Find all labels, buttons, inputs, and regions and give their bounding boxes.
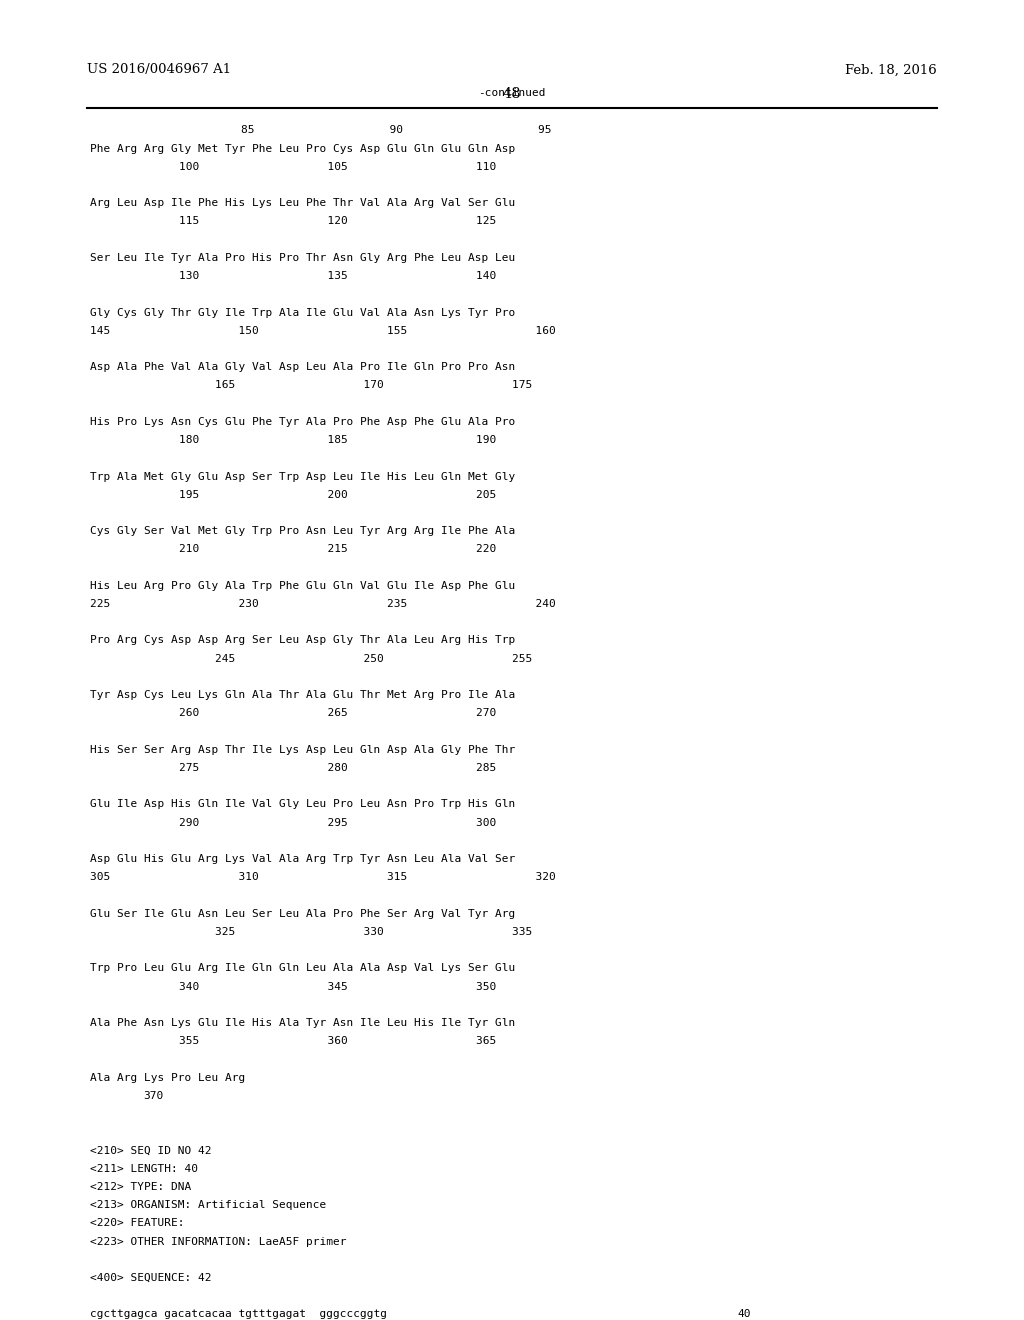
Text: Asp Glu His Glu Arg Lys Val Ala Arg Trp Tyr Asn Leu Ala Val Ser: Asp Glu His Glu Arg Lys Val Ala Arg Trp …: [90, 854, 515, 865]
Text: 210                   215                   220: 210 215 220: [179, 544, 497, 554]
Text: Glu Ser Ile Glu Asn Leu Ser Leu Ala Pro Phe Ser Arg Val Tyr Arg: Glu Ser Ile Glu Asn Leu Ser Leu Ala Pro …: [90, 908, 515, 919]
Text: 145                   150                   155                   160: 145 150 155 160: [90, 326, 556, 335]
Text: 260                   265                   270: 260 265 270: [179, 709, 497, 718]
Text: 370: 370: [143, 1090, 164, 1101]
Text: Gly Cys Gly Thr Gly Ile Trp Ala Ile Glu Val Ala Asn Lys Tyr Pro: Gly Cys Gly Thr Gly Ile Trp Ala Ile Glu …: [90, 308, 515, 318]
Text: <220> FEATURE:: <220> FEATURE:: [90, 1218, 184, 1229]
Text: 195                   200                   205: 195 200 205: [179, 490, 497, 500]
Text: 40: 40: [737, 1309, 751, 1320]
Text: <212> TYPE: DNA: <212> TYPE: DNA: [90, 1181, 191, 1192]
Text: Glu Ile Asp His Gln Ile Val Gly Leu Pro Leu Asn Pro Trp His Gln: Glu Ile Asp His Gln Ile Val Gly Leu Pro …: [90, 800, 515, 809]
Text: 245                   250                   255: 245 250 255: [215, 653, 532, 664]
Text: 115                   120                   125: 115 120 125: [179, 216, 497, 227]
Text: Cys Gly Ser Val Met Gly Trp Pro Asn Leu Tyr Arg Arg Ile Phe Ala: Cys Gly Ser Val Met Gly Trp Pro Asn Leu …: [90, 527, 515, 536]
Text: <223> OTHER INFORMATION: LaeA5F primer: <223> OTHER INFORMATION: LaeA5F primer: [90, 1237, 346, 1246]
Text: <211> LENGTH: 40: <211> LENGTH: 40: [90, 1164, 198, 1173]
Text: Asp Ala Phe Val Ala Gly Val Asp Leu Ala Pro Ile Gln Pro Pro Asn: Asp Ala Phe Val Ala Gly Val Asp Leu Ala …: [90, 362, 515, 372]
Text: Ala Phe Asn Lys Glu Ile His Ala Tyr Asn Ile Leu His Ile Tyr Gln: Ala Phe Asn Lys Glu Ile His Ala Tyr Asn …: [90, 1018, 515, 1028]
Text: <213> ORGANISM: Artificial Sequence: <213> ORGANISM: Artificial Sequence: [90, 1200, 327, 1210]
Text: 275                   280                   285: 275 280 285: [179, 763, 497, 774]
Text: 355                   360                   365: 355 360 365: [179, 1036, 497, 1047]
Text: 165                   170                   175: 165 170 175: [215, 380, 532, 391]
Text: Trp Pro Leu Glu Arg Ile Gln Gln Leu Ala Ala Asp Val Lys Ser Glu: Trp Pro Leu Glu Arg Ile Gln Gln Leu Ala …: [90, 964, 515, 973]
Text: <210> SEQ ID NO 42: <210> SEQ ID NO 42: [90, 1146, 212, 1155]
Text: Arg Leu Asp Ile Phe His Lys Leu Phe Thr Val Ala Arg Val Ser Glu: Arg Leu Asp Ile Phe His Lys Leu Phe Thr …: [90, 198, 515, 209]
Text: 340                   345                   350: 340 345 350: [179, 982, 497, 991]
Text: -continued: -continued: [478, 87, 546, 98]
Text: Ala Arg Lys Pro Leu Arg: Ala Arg Lys Pro Leu Arg: [90, 1073, 246, 1082]
Text: 290                   295                   300: 290 295 300: [179, 817, 497, 828]
Text: 130                   135                   140: 130 135 140: [179, 271, 497, 281]
Text: 85                    90                    95: 85 90 95: [241, 125, 551, 136]
Text: 48: 48: [503, 87, 521, 102]
Text: US 2016/0046967 A1: US 2016/0046967 A1: [87, 63, 231, 77]
Text: Phe Arg Arg Gly Met Tyr Phe Leu Pro Cys Asp Glu Gln Glu Gln Asp: Phe Arg Arg Gly Met Tyr Phe Leu Pro Cys …: [90, 144, 515, 153]
Text: <400> SEQUENCE: 42: <400> SEQUENCE: 42: [90, 1272, 212, 1283]
Text: cgcttgagca gacatcacaa tgtttgagat  gggcccggtg: cgcttgagca gacatcacaa tgtttgagat gggcccg…: [90, 1309, 387, 1320]
Text: Feb. 18, 2016: Feb. 18, 2016: [845, 63, 937, 77]
Text: Ser Leu Ile Tyr Ala Pro His Pro Thr Asn Gly Arg Phe Leu Asp Leu: Ser Leu Ile Tyr Ala Pro His Pro Thr Asn …: [90, 253, 515, 263]
Text: His Leu Arg Pro Gly Ala Trp Phe Glu Gln Val Glu Ile Asp Phe Glu: His Leu Arg Pro Gly Ala Trp Phe Glu Gln …: [90, 581, 515, 591]
Text: 325                   330                   335: 325 330 335: [215, 927, 532, 937]
Text: Tyr Asp Cys Leu Lys Gln Ala Thr Ala Glu Thr Met Arg Pro Ile Ala: Tyr Asp Cys Leu Lys Gln Ala Thr Ala Glu …: [90, 690, 515, 700]
Text: 305                   310                   315                   320: 305 310 315 320: [90, 873, 556, 882]
Text: 225                   230                   235                   240: 225 230 235 240: [90, 599, 556, 609]
Text: Trp Ala Met Gly Glu Asp Ser Trp Asp Leu Ile His Leu Gln Met Gly: Trp Ala Met Gly Glu Asp Ser Trp Asp Leu …: [90, 471, 515, 482]
Text: 180                   185                   190: 180 185 190: [179, 436, 497, 445]
Text: Pro Arg Cys Asp Asp Arg Ser Leu Asp Gly Thr Ala Leu Arg His Trp: Pro Arg Cys Asp Asp Arg Ser Leu Asp Gly …: [90, 635, 515, 645]
Text: His Pro Lys Asn Cys Glu Phe Tyr Ala Pro Phe Asp Phe Glu Ala Pro: His Pro Lys Asn Cys Glu Phe Tyr Ala Pro …: [90, 417, 515, 426]
Text: His Ser Ser Arg Asp Thr Ile Lys Asp Leu Gln Asp Ala Gly Phe Thr: His Ser Ser Arg Asp Thr Ile Lys Asp Leu …: [90, 744, 515, 755]
Text: 100                   105                   110: 100 105 110: [179, 162, 497, 172]
